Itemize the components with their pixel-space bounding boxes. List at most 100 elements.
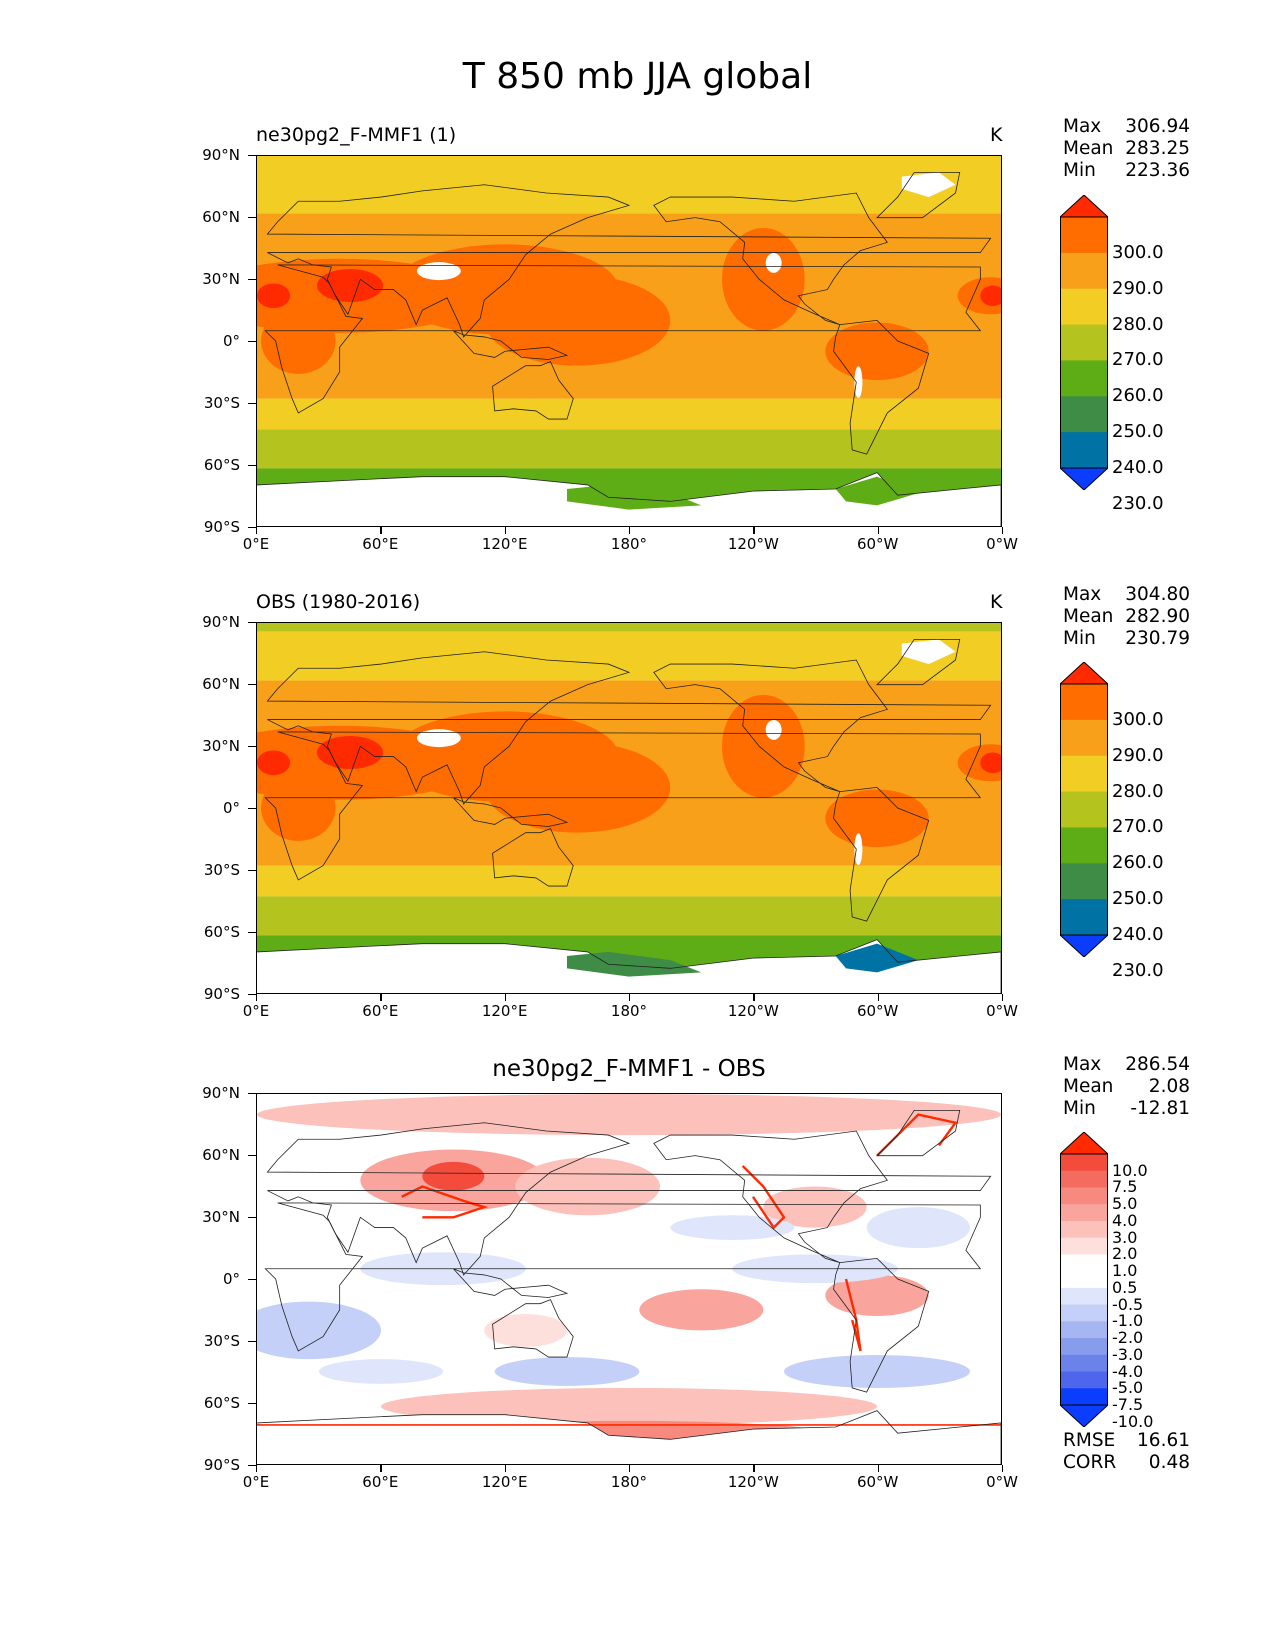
colorbar-label: 290.0 bbox=[1112, 277, 1164, 299]
x-tick-label: 0°W bbox=[986, 535, 1018, 553]
y-tick-mark bbox=[248, 217, 256, 219]
x-tick-label: 0°E bbox=[242, 1473, 270, 1491]
coastline bbox=[266, 1122, 992, 1276]
x-tick-mark bbox=[256, 1465, 258, 1472]
y-tick-mark bbox=[248, 1155, 256, 1157]
stat-row: Max 306.94 bbox=[1063, 116, 1190, 138]
stat-row: Mean 282.90 bbox=[1063, 606, 1190, 628]
colorbar-label: 240.0 bbox=[1112, 924, 1164, 945]
coastline bbox=[833, 786, 930, 922]
colorbar-label: 3.0 bbox=[1112, 1227, 1138, 1247]
x-tick-mark bbox=[504, 1465, 506, 1472]
coastline bbox=[264, 264, 982, 414]
colorbar-label: 250.0 bbox=[1112, 421, 1164, 443]
x-tick-label: 120°W bbox=[727, 535, 779, 553]
y-tick-label: 60°S bbox=[203, 456, 240, 474]
coastline bbox=[264, 1202, 982, 1352]
metric-value: 16.61 bbox=[1137, 1430, 1190, 1451]
stat-value: -12.81 bbox=[1130, 1098, 1190, 1119]
colorbar-label: 270.0 bbox=[1112, 816, 1164, 838]
y-tick-mark bbox=[248, 808, 256, 810]
stat-row: Min 223.36 bbox=[1063, 160, 1190, 182]
y-tick-mark bbox=[248, 746, 256, 748]
y-tick-mark bbox=[248, 527, 256, 529]
y-tick-mark bbox=[248, 1217, 256, 1219]
stat-label: Mean bbox=[1063, 138, 1114, 159]
x-tick-label: 120°E bbox=[481, 1002, 528, 1020]
stat-row: Min -12.81 bbox=[1063, 1098, 1190, 1120]
coastline bbox=[266, 184, 992, 338]
y-tick-mark bbox=[248, 465, 256, 467]
panel-title: ne30pg2_F-MMF1 - OBS bbox=[492, 1056, 766, 1082]
stats-box: Max 286.54 Mean 2.08 Min -12.81 bbox=[1063, 1054, 1190, 1120]
coastline bbox=[266, 651, 992, 805]
colorbar-label: 230.0 bbox=[1112, 492, 1164, 514]
colorbar-label: 300.0 bbox=[1112, 708, 1164, 730]
x-tick-mark bbox=[1002, 994, 1004, 1001]
colorbar-label: 290.0 bbox=[1112, 744, 1164, 766]
colorbar-label: 4.0 bbox=[1112, 1210, 1138, 1230]
stat-value: 230.79 bbox=[1125, 628, 1190, 649]
colorbar-label: 250.0 bbox=[1112, 888, 1164, 910]
x-tick-mark bbox=[256, 994, 258, 1001]
colorbar-label: -4.0 bbox=[1112, 1361, 1144, 1381]
colorbar-label: 300.0 bbox=[1112, 241, 1164, 263]
x-tick-mark bbox=[753, 994, 755, 1001]
stat-label: Min bbox=[1063, 1098, 1096, 1119]
x-tick-label: 60°E bbox=[362, 1002, 399, 1020]
x-tick-label: 120°E bbox=[481, 535, 528, 553]
y-tick-label: 60°N bbox=[202, 208, 240, 226]
colorbar bbox=[1060, 1132, 1108, 1427]
x-tick-label: 120°W bbox=[727, 1473, 779, 1491]
x-tick-mark bbox=[629, 527, 631, 534]
stat-label: Min bbox=[1063, 160, 1096, 181]
colorbar-label: 240.0 bbox=[1112, 457, 1164, 478]
x-tick-label: 120°W bbox=[727, 1002, 779, 1020]
metrics-box: RMSE 16.61 CORR 0.48 bbox=[1063, 1430, 1190, 1474]
x-tick-label: 60°W bbox=[856, 1002, 899, 1020]
y-tick-mark bbox=[248, 341, 256, 343]
colorbar-label: -0.5 bbox=[1112, 1294, 1144, 1314]
metric-row: CORR 0.48 bbox=[1063, 1452, 1190, 1474]
coastline bbox=[876, 639, 961, 686]
x-tick-mark bbox=[753, 527, 755, 534]
coastline bbox=[492, 361, 574, 420]
metric-value: 0.48 bbox=[1148, 1452, 1190, 1473]
x-tick-mark bbox=[504, 994, 506, 1001]
coastline bbox=[653, 1130, 888, 1263]
stat-row: Mean 283.25 bbox=[1063, 138, 1190, 160]
y-tick-label: 90°S bbox=[203, 518, 240, 536]
stat-row: Mean 2.08 bbox=[1063, 1076, 1190, 1098]
stat-label: Max bbox=[1063, 584, 1102, 605]
x-tick-mark bbox=[380, 994, 382, 1001]
y-tick-mark bbox=[248, 1093, 256, 1095]
coastline bbox=[264, 731, 982, 881]
colorbar-label: 10.0 bbox=[1112, 1160, 1148, 1180]
colorbar-label: -1.0 bbox=[1112, 1311, 1144, 1331]
x-tick-label: 120°E bbox=[481, 1473, 528, 1491]
metric-row: RMSE 16.61 bbox=[1063, 1430, 1190, 1452]
y-tick-mark bbox=[248, 1465, 256, 1467]
y-tick-label: 90°N bbox=[202, 1084, 240, 1102]
colorbar-label: 7.5 bbox=[1112, 1177, 1138, 1197]
y-tick-label: 90°S bbox=[203, 1456, 240, 1474]
stat-value: 282.90 bbox=[1125, 606, 1190, 627]
colorbar-label: -2.0 bbox=[1112, 1328, 1144, 1348]
y-tick-mark bbox=[248, 1341, 256, 1343]
x-tick-mark bbox=[877, 994, 879, 1001]
y-tick-label: 30°S bbox=[203, 394, 240, 412]
coastline bbox=[833, 1257, 930, 1393]
x-tick-label: 60°E bbox=[362, 1473, 399, 1491]
map-plot bbox=[256, 155, 1002, 527]
x-tick-mark bbox=[380, 1465, 382, 1472]
stat-label: Max bbox=[1063, 1054, 1102, 1075]
stat-label: Mean bbox=[1063, 1076, 1114, 1097]
stat-value: 306.94 bbox=[1125, 116, 1190, 137]
colorbar-label: -10.0 bbox=[1112, 1411, 1154, 1431]
metric-label: CORR bbox=[1063, 1452, 1117, 1473]
colorbar bbox=[1060, 195, 1108, 490]
map-plot bbox=[256, 622, 1002, 994]
coastline bbox=[876, 1110, 961, 1157]
coastline bbox=[492, 1299, 574, 1358]
y-tick-mark bbox=[248, 684, 256, 686]
